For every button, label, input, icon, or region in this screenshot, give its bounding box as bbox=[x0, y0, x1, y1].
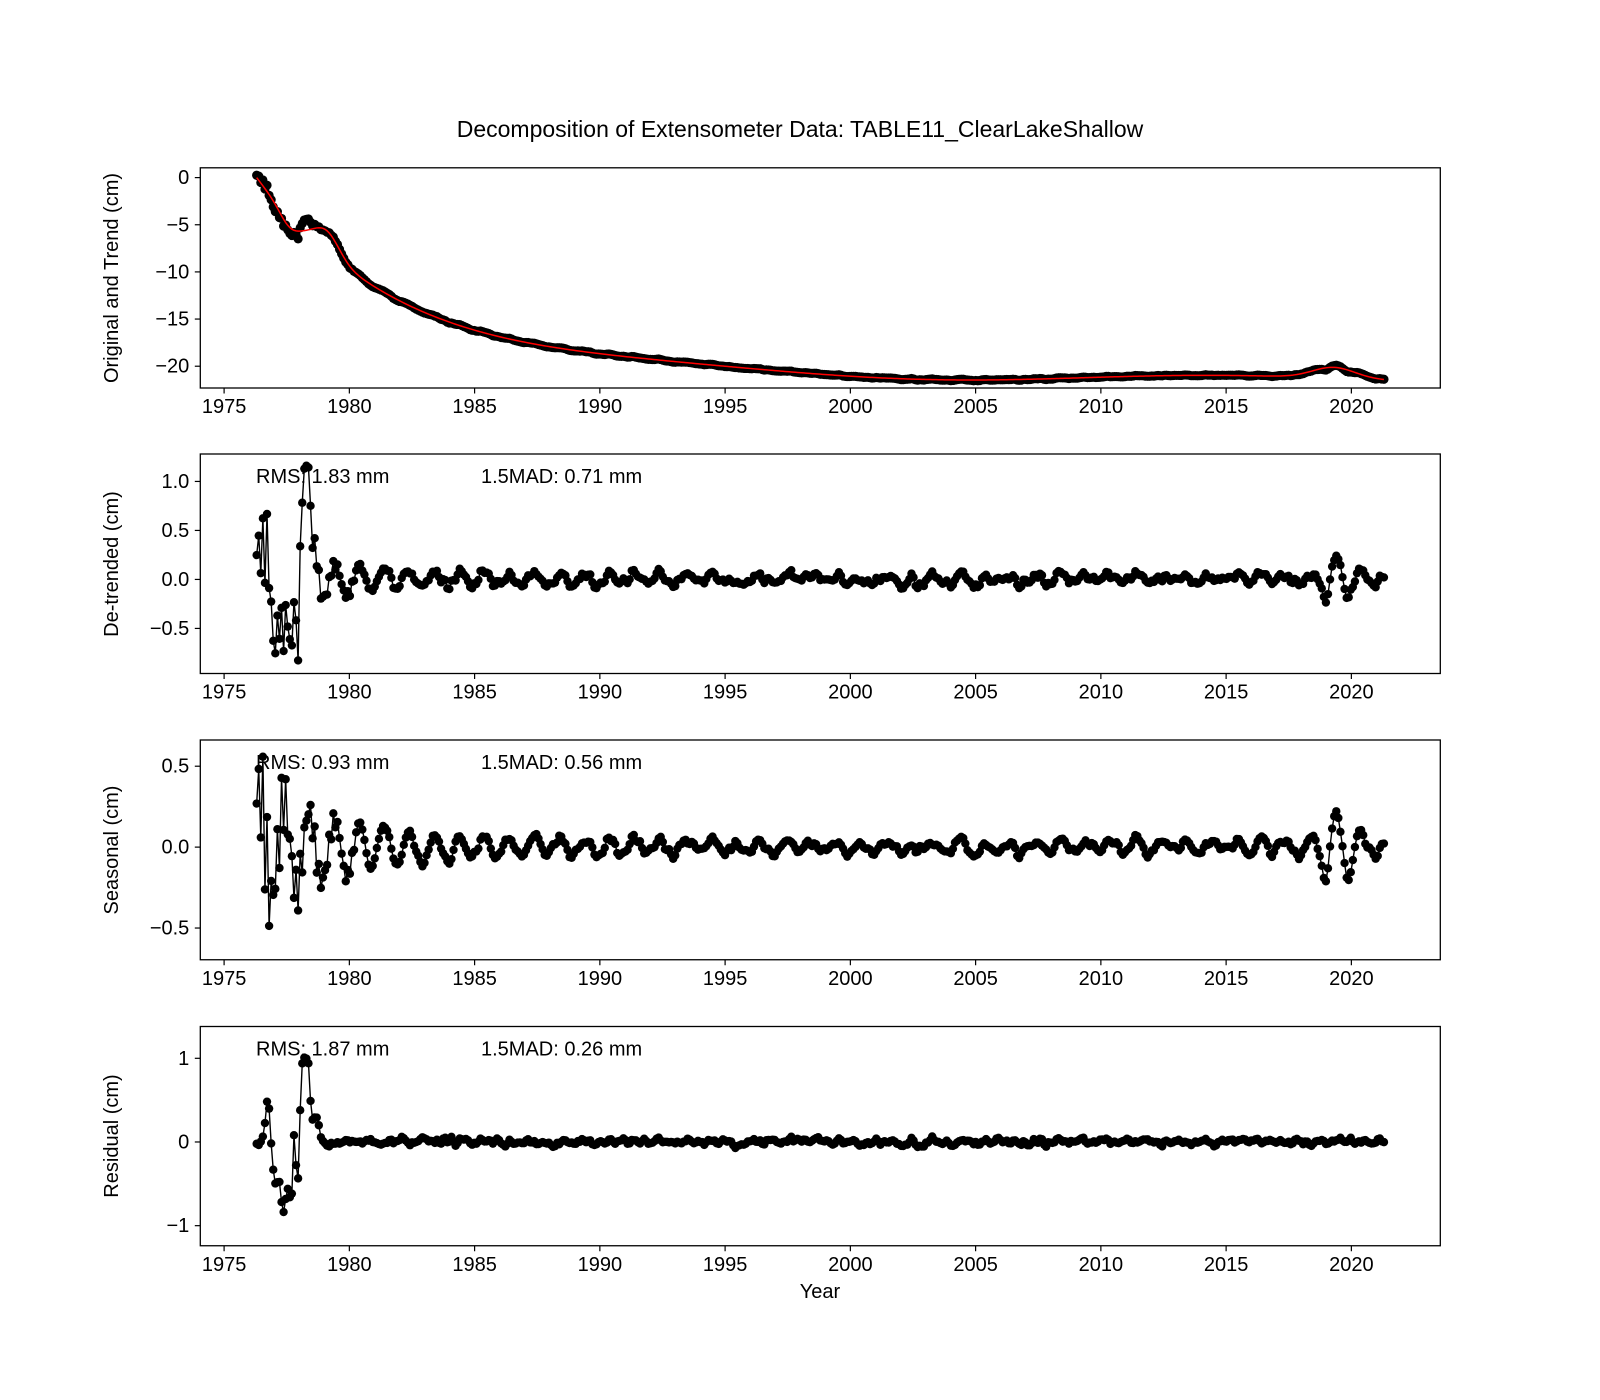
svg-text:1995: 1995 bbox=[703, 968, 748, 990]
svg-text:0.5: 0.5 bbox=[161, 520, 189, 542]
svg-text:−0.5: −0.5 bbox=[150, 918, 189, 940]
svg-text:1990: 1990 bbox=[578, 396, 623, 418]
svg-text:−10: −10 bbox=[155, 261, 189, 283]
svg-text:2020: 2020 bbox=[1329, 682, 1374, 704]
svg-text:1975: 1975 bbox=[202, 396, 247, 418]
svg-text:2020: 2020 bbox=[1329, 1254, 1374, 1276]
svg-text:1980: 1980 bbox=[327, 682, 372, 704]
svg-text:2000: 2000 bbox=[828, 968, 873, 990]
svg-text:1.5MAD: 0.71 mm: 1.5MAD: 0.71 mm bbox=[481, 466, 642, 488]
svg-text:1980: 1980 bbox=[327, 396, 372, 418]
svg-text:2010: 2010 bbox=[1079, 682, 1124, 704]
svg-text:1975: 1975 bbox=[202, 682, 247, 704]
svg-text:1980: 1980 bbox=[327, 968, 372, 990]
svg-text:2015: 2015 bbox=[1204, 396, 1249, 418]
svg-text:1995: 1995 bbox=[703, 682, 748, 704]
svg-text:−20: −20 bbox=[155, 356, 189, 378]
svg-text:De-trended (cm): De-trended (cm) bbox=[101, 491, 123, 637]
svg-text:1990: 1990 bbox=[578, 682, 623, 704]
svg-text:2005: 2005 bbox=[953, 682, 998, 704]
svg-text:−15: −15 bbox=[155, 309, 189, 331]
svg-text:1985: 1985 bbox=[452, 968, 497, 990]
svg-text:2005: 2005 bbox=[953, 1254, 998, 1276]
svg-text:Original and Trend (cm): Original and Trend (cm) bbox=[101, 173, 123, 383]
svg-text:0: 0 bbox=[178, 1131, 189, 1153]
svg-text:1990: 1990 bbox=[578, 1254, 623, 1276]
svg-text:RMS: 1.87 mm: RMS: 1.87 mm bbox=[256, 1039, 389, 1061]
svg-text:Residual (cm): Residual (cm) bbox=[101, 1074, 123, 1197]
svg-text:Decomposition of Extensometer: Decomposition of Extensometer Data: TABL… bbox=[457, 116, 1144, 142]
svg-text:−0.5: −0.5 bbox=[150, 618, 189, 640]
svg-text:2020: 2020 bbox=[1329, 396, 1374, 418]
svg-text:2010: 2010 bbox=[1079, 968, 1124, 990]
svg-text:0.5: 0.5 bbox=[161, 756, 189, 778]
svg-text:2015: 2015 bbox=[1204, 682, 1249, 704]
svg-text:Seasonal (cm): Seasonal (cm) bbox=[101, 786, 123, 915]
svg-text:2010: 2010 bbox=[1079, 1254, 1124, 1276]
svg-text:2005: 2005 bbox=[953, 396, 998, 418]
svg-text:2000: 2000 bbox=[828, 396, 873, 418]
svg-text:RMS: 0.93 mm: RMS: 0.93 mm bbox=[256, 752, 389, 774]
svg-text:2000: 2000 bbox=[828, 682, 873, 704]
svg-text:1975: 1975 bbox=[202, 968, 247, 990]
svg-text:1985: 1985 bbox=[452, 396, 497, 418]
svg-text:0.0: 0.0 bbox=[161, 569, 189, 591]
svg-text:0: 0 bbox=[178, 167, 189, 189]
svg-text:2020: 2020 bbox=[1329, 968, 1374, 990]
svg-text:0.0: 0.0 bbox=[161, 837, 189, 859]
svg-text:Year: Year bbox=[800, 1281, 841, 1303]
svg-text:1: 1 bbox=[178, 1048, 189, 1070]
svg-text:2015: 2015 bbox=[1204, 968, 1249, 990]
svg-text:1985: 1985 bbox=[452, 1254, 497, 1276]
svg-text:−5: −5 bbox=[166, 214, 189, 236]
svg-text:1975: 1975 bbox=[202, 1254, 247, 1276]
svg-text:1985: 1985 bbox=[452, 682, 497, 704]
svg-text:2005: 2005 bbox=[953, 968, 998, 990]
svg-text:RMS: 1.83 mm: RMS: 1.83 mm bbox=[256, 466, 389, 488]
svg-text:2010: 2010 bbox=[1079, 396, 1124, 418]
svg-text:2015: 2015 bbox=[1204, 1254, 1249, 1276]
svg-text:1990: 1990 bbox=[578, 968, 623, 990]
svg-text:1.0: 1.0 bbox=[161, 471, 189, 493]
svg-text:−1: −1 bbox=[166, 1215, 189, 1237]
svg-text:1980: 1980 bbox=[327, 1254, 372, 1276]
svg-text:1995: 1995 bbox=[703, 396, 748, 418]
svg-text:1995: 1995 bbox=[703, 1254, 748, 1276]
svg-text:1.5MAD: 0.26 mm: 1.5MAD: 0.26 mm bbox=[481, 1039, 642, 1061]
svg-text:2000: 2000 bbox=[828, 1254, 873, 1276]
svg-text:1.5MAD: 0.56 mm: 1.5MAD: 0.56 mm bbox=[481, 752, 642, 774]
